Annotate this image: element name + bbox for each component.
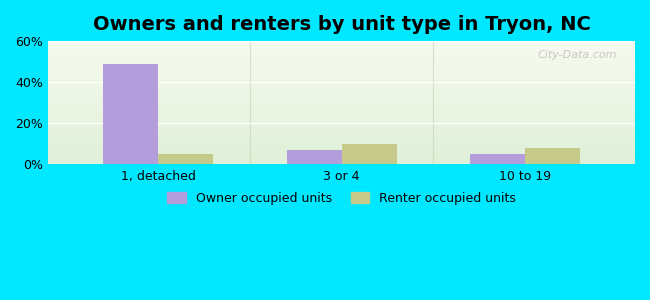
Bar — [159, 154, 213, 164]
Bar — [525, 148, 580, 164]
Title: Owners and renters by unit type in Tryon, NC: Owners and renters by unit type in Tryon… — [93, 15, 591, 34]
Bar — [103, 64, 159, 164]
Bar — [287, 150, 342, 164]
Bar — [342, 144, 396, 164]
Text: City-Data.com: City-Data.com — [538, 50, 617, 60]
Legend: Owner occupied units, Renter occupied units: Owner occupied units, Renter occupied un… — [162, 187, 521, 210]
Bar — [470, 154, 525, 164]
